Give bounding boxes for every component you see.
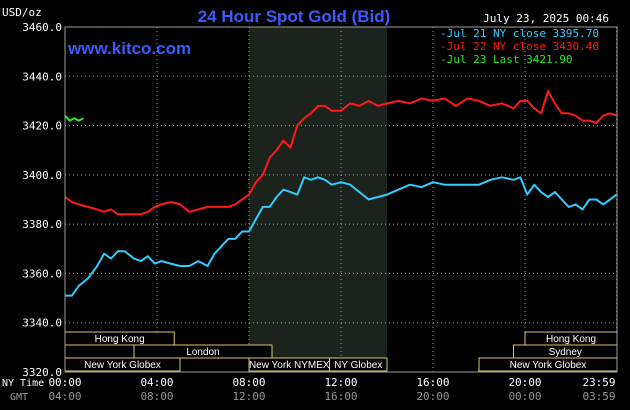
legend: -Jul 21 NY close 3395.70-Jul 22 NY close…	[440, 27, 599, 66]
units-label: USD/oz	[2, 6, 42, 19]
session-label: Hong Kong	[546, 334, 596, 345]
session-box: New York NYMEX	[248, 357, 330, 372]
gmt-axis-title: GMT	[10, 392, 28, 403]
x-tick-label-ny: 23:59	[582, 376, 615, 389]
plot-frame	[64, 26, 618, 373]
session-box: Hong Kong	[64, 331, 175, 346]
x-tick-label-gmt: 20:00	[416, 390, 449, 403]
session-label: New York Globex	[84, 360, 161, 371]
x-tick-label-ny: 12:00	[324, 376, 357, 389]
session-label: NY Globex	[334, 360, 382, 371]
y-tick-label: 3320.0	[22, 366, 62, 379]
site-link[interactable]: www.kitco.com	[67, 39, 191, 58]
ny-time-axis-title: NY Time	[2, 378, 44, 389]
session-label: London	[186, 347, 219, 358]
session-box: New York Globex	[478, 357, 618, 372]
session-box: Hong Kong	[524, 331, 618, 346]
x-tick-labels: 00:0004:0004:0008:0008:0012:0012:0016:00…	[48, 376, 615, 403]
y-tick-labels: 3320.0 3340.0 3360.0 3380.0 3400.0 3420.0 3440…	[22, 21, 62, 379]
legend-entry: -Jul 21 NY close 3395.70	[440, 27, 599, 40]
y-tick-label: 3440.0	[22, 70, 62, 83]
legend-entry: -Jul 23 Last 3421.90	[440, 53, 572, 66]
series-line-2	[64, 115, 84, 122]
x-tick-label-ny: 16:00	[416, 376, 449, 389]
trading-sessions: Hong Kong London New York Globex New York N…	[64, 331, 618, 372]
x-tick-label-ny: 20:00	[508, 376, 541, 389]
session-label: Sydney	[549, 347, 582, 358]
price-series	[64, 90, 618, 297]
chart-title: 24 Hour Spot Gold (Bid)	[198, 7, 391, 26]
y-tick-label: 3340.0	[22, 317, 62, 330]
series-line-0	[65, 176, 618, 297]
x-tick-label-gmt: 04:00	[48, 390, 81, 403]
session-rect	[133, 344, 273, 359]
session-rect	[329, 357, 388, 372]
y-tick-label: 3460.0	[22, 21, 62, 34]
y-tick-label: 3400.0	[22, 169, 62, 182]
nymex-shaded-region	[249, 27, 387, 372]
x-tick-label-ny: 04:00	[140, 376, 173, 389]
session-box: Sydney	[513, 344, 618, 359]
x-tick-label-gmt: 00:00	[508, 390, 541, 403]
x-tick-label-gmt: 16:00	[324, 390, 357, 403]
y-tick-label: 3420.0	[22, 120, 62, 133]
x-tick-label-ny: 08:00	[232, 376, 265, 389]
y-tick-label: 3380.0	[22, 218, 62, 231]
x-tick-label-gmt: 08:00	[140, 390, 173, 403]
session-label: New York NYMEX	[249, 360, 330, 371]
x-tick-label-gmt: 12:00	[232, 390, 265, 403]
session-box: NY Globex	[329, 357, 388, 372]
series-line-1	[64, 90, 617, 216]
y-tick-label: 3360.0	[22, 267, 62, 280]
session-label: New York Globex	[510, 360, 587, 371]
session-box: London	[133, 344, 273, 359]
session-box: New York Globex	[64, 357, 181, 372]
x-tick-label-gmt: 03:59	[582, 390, 615, 403]
legend-entry: -Jul 22 NY close 3430.40	[440, 40, 599, 53]
x-tick-label-ny: 00:00	[48, 376, 81, 389]
timestamp: July 23, 2025 00:46	[483, 12, 609, 25]
session-label: Hong Kong	[95, 334, 145, 345]
